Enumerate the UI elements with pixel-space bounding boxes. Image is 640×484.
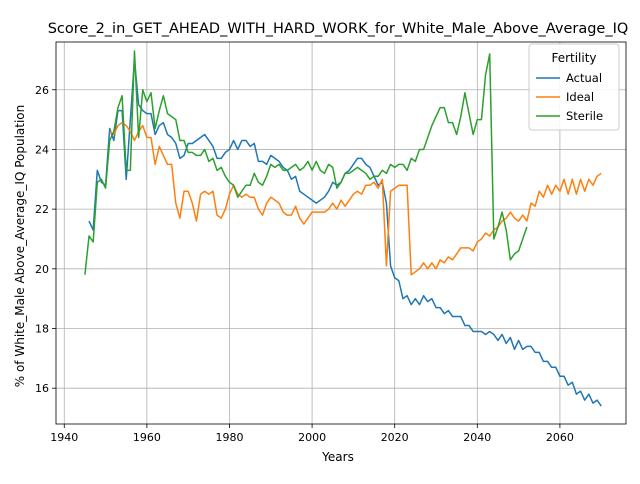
plot-frame (55, 41, 627, 425)
y-axis-ticks: 16 18 20 22 24 26 (35, 84, 56, 395)
y-tick-label: 18 (35, 323, 49, 336)
y-tick-label: 20 (35, 263, 49, 276)
legend-label-sterile: Sterile (566, 109, 603, 123)
plot-series (84, 50, 602, 407)
x-tick-label: 1980 (215, 431, 243, 444)
x-tick-label: 2040 (463, 431, 491, 444)
legend: Fertility Actual Ideal Sterile (528, 43, 620, 131)
x-tick-label: 2060 (546, 431, 574, 444)
y-tick-label: 24 (35, 143, 49, 156)
chart-title: Score_2_in_GET_AHEAD_WITH_HARD_WORK_for_… (48, 21, 629, 37)
series-line-ideal (109, 121, 602, 276)
legend-label-actual: Actual (566, 71, 602, 85)
x-axis-label: Years (321, 450, 354, 464)
legend-label-ideal: Ideal (566, 90, 594, 104)
legend-entries: Actual Ideal Sterile (536, 71, 603, 123)
x-tick-label: 2020 (381, 431, 409, 444)
x-tick-label: 2000 (298, 431, 326, 444)
legend-box (528, 43, 620, 131)
x-tick-label: 1960 (133, 431, 161, 444)
x-tick-label: 1940 (50, 431, 78, 444)
y-tick-label: 22 (35, 203, 49, 216)
legend-title: Fertility (551, 51, 596, 65)
y-axis-label: % of White_Male Above_Average_IQ Populat… (13, 105, 27, 388)
x-axis-ticks: 1940 1960 1980 2000 2020 2040 2060 (50, 424, 574, 444)
y-tick-label: 16 (35, 382, 49, 395)
grid-lines (56, 42, 626, 424)
y-tick-label: 26 (35, 84, 49, 97)
series-line-sterile (84, 50, 528, 275)
